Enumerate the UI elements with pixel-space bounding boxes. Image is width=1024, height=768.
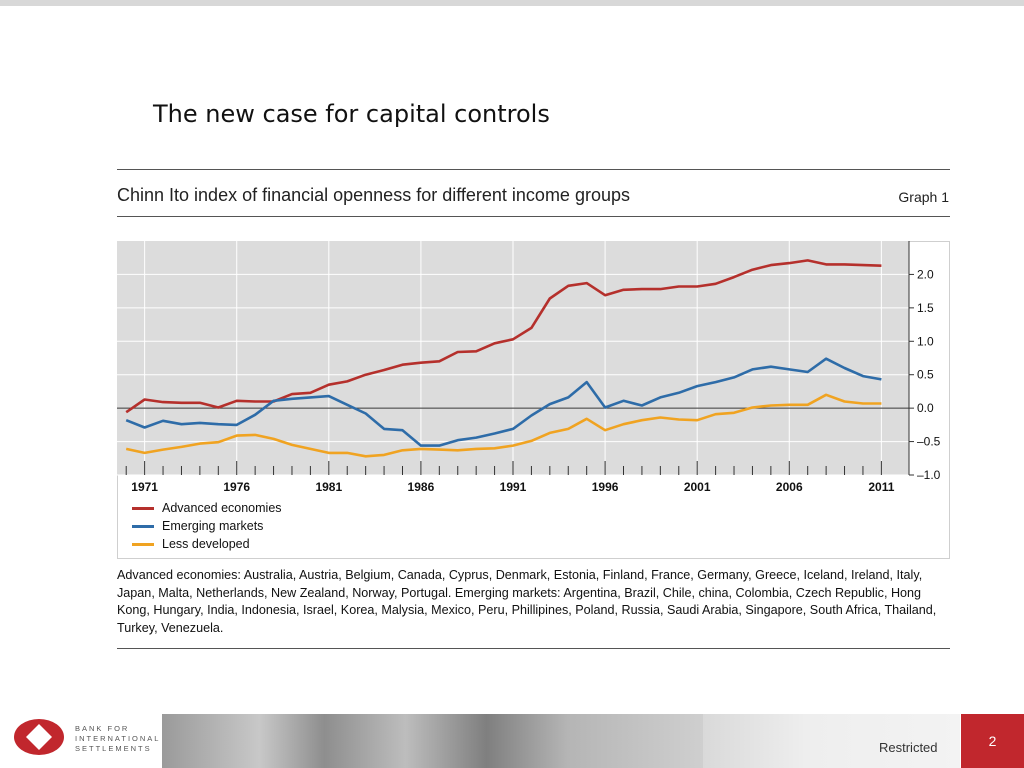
chart-svg: 2.0 1.5 1.0 0.5 0.0 –0.5 –1.0 1971 1976 1981 1986 1… xyxy=(117,241,941,494)
bis-logo-text: BANK FOR INTERNATIONAL SETTLEMENTS xyxy=(75,724,160,754)
x-tick-label: 2001 xyxy=(684,480,711,494)
x-tick-label: 1991 xyxy=(500,480,527,494)
legend-swatch-emerging xyxy=(132,524,154,528)
legend-swatch-advanced xyxy=(132,506,154,510)
chart-legend: Advanced economies Emerging markets Less… xyxy=(132,499,282,553)
line-advanced-economies xyxy=(125,259,882,414)
x-tick-label: 2006 xyxy=(776,480,803,494)
x-tick-label: 2011 xyxy=(868,480,894,494)
legend-label-emerging: Emerging markets xyxy=(162,519,264,533)
top-bar xyxy=(0,0,1024,6)
line-emerging-markets xyxy=(125,357,882,447)
graph-title-rule xyxy=(117,216,950,217)
legend-swatch-less-developed xyxy=(132,542,154,546)
page-number: 2 xyxy=(988,733,997,749)
restricted-label: Restricted xyxy=(879,740,938,755)
logo-line-2: INTERNATIONAL xyxy=(75,734,161,743)
bis-logo-icon xyxy=(14,719,64,755)
footer-photo-fade xyxy=(703,714,960,768)
y-tick-label: –0.5 xyxy=(917,435,941,449)
y-tick-label: 1.0 xyxy=(917,334,934,348)
legend-item-emerging: Emerging markets xyxy=(132,517,282,535)
x-tick-label: 1971 xyxy=(131,480,158,494)
y-tick-label: –1.0 xyxy=(917,468,941,482)
y-tick-label: 2.0 xyxy=(917,267,934,281)
x-tick-label: 1981 xyxy=(315,480,342,494)
graph-number: Graph 1 xyxy=(898,189,949,205)
legend-item-less-developed: Less developed xyxy=(132,535,282,553)
y-tick-label: 0.5 xyxy=(917,368,934,382)
graph-top-rule xyxy=(117,169,950,170)
logo-line-1: BANK FOR xyxy=(75,724,130,733)
graph-footnote: Advanced economies: Australia, Austria, … xyxy=(117,568,937,635)
x-tick-label: 1976 xyxy=(223,480,250,494)
legend-item-advanced: Advanced economies xyxy=(132,499,282,517)
graph-title: Chinn Ito index of financial openness fo… xyxy=(117,185,630,205)
legend-label-less-developed: Less developed xyxy=(162,537,250,551)
y-tick-label: 1.5 xyxy=(917,301,934,315)
logo-line-3: SETTLEMENTS xyxy=(75,744,152,753)
slide-title: The new case for capital controls xyxy=(153,100,550,128)
line-less-developed xyxy=(125,393,882,458)
footer-photo-strip xyxy=(162,714,703,768)
y-tick-label: 0.0 xyxy=(917,401,934,415)
x-tick-label: 1986 xyxy=(408,480,435,494)
graph-bottom-rule xyxy=(117,648,950,649)
page-number-box xyxy=(961,714,1024,768)
x-tick-label: 1996 xyxy=(592,480,619,494)
legend-label-advanced: Advanced economies xyxy=(162,501,282,515)
